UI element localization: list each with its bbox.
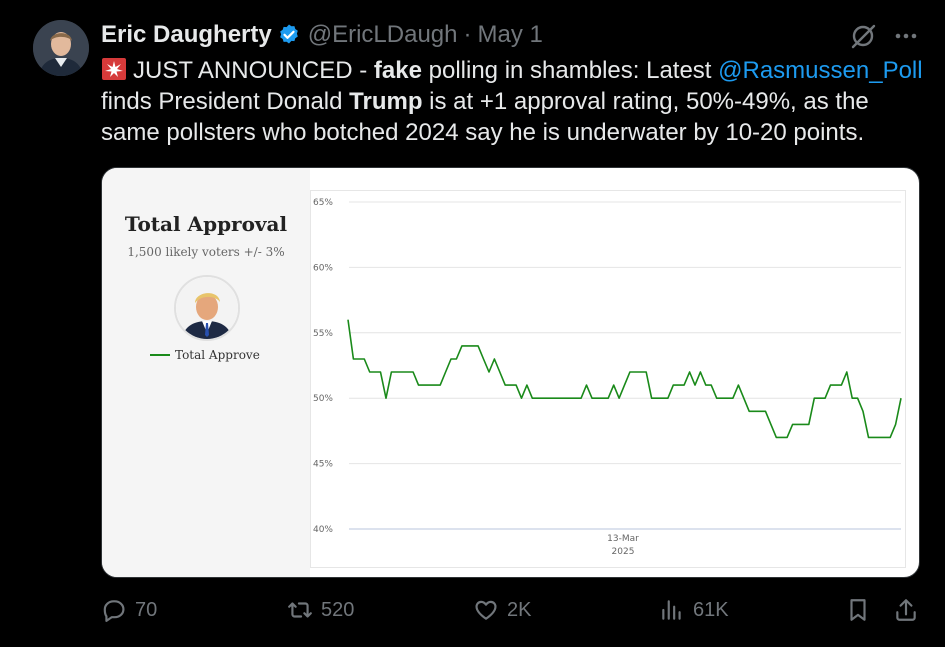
y-tick-label: 45% — [313, 460, 333, 470]
share-icon — [896, 599, 916, 621]
author-name[interactable]: Eric Daugherty — [101, 21, 272, 48]
avatar[interactable] — [33, 20, 89, 76]
reply-count: 70 — [135, 598, 158, 621]
chart-subtitle: 1,500 likely voters +/- 3% — [127, 245, 285, 259]
text-mid2: finds President Donald — [101, 88, 350, 115]
y-tick-label: 65% — [313, 198, 333, 208]
tweet-text: JUST ANNOUNCED - fake polling in shamble… — [101, 55, 926, 148]
reply-icon — [103, 600, 125, 622]
heart-icon — [475, 600, 497, 620]
analytics-icon — [662, 600, 681, 620]
text-bold-fake: fake — [373, 57, 422, 84]
candidate-portrait — [174, 275, 240, 341]
author-handle[interactable]: @EricLDaugh — [307, 21, 458, 48]
text-bold-trump: Trump — [349, 88, 423, 115]
separator-dot: · — [463, 21, 472, 48]
tweet-header: Eric Daugherty @EricLDaugh · May 1 — [101, 20, 543, 50]
like-button[interactable]: 2K — [473, 597, 531, 623]
action-bar: 70 520 2K 61K — [101, 597, 923, 629]
legend-label: Total Approve — [175, 348, 260, 362]
chart-legend: Total Approve — [150, 348, 260, 362]
like-count: 2K — [507, 598, 532, 621]
mention-link[interactable]: @Rasmussen_Poll — [718, 57, 923, 84]
series-line-total-approve — [347, 319, 902, 439]
y-tick-label: 55% — [313, 329, 333, 339]
more-icon[interactable] — [892, 24, 920, 48]
text-outro: is at +1 approval rating, 50%-49%, as th… — [101, 88, 869, 146]
repost-icon — [288, 602, 312, 618]
y-tick-label: 40% — [313, 525, 333, 535]
media-card[interactable]: Total Approval 1,500 likely voters +/- 3… — [101, 167, 920, 578]
reply-button[interactable]: 70 — [101, 597, 157, 623]
chart-title: Total Approval — [124, 212, 288, 236]
y-tick-label: 60% — [313, 263, 333, 273]
repost-count: 520 — [321, 598, 355, 621]
approval-chart: 65% 60% 55% 50% 45% 40% 13-Mar 2025 — [313, 198, 902, 557]
plot-area: 65% 60% 55% 50% 45% 40% 13-Mar 2025 — [310, 190, 906, 568]
view-count: 61K — [693, 598, 729, 621]
legend-swatch — [150, 354, 170, 356]
bookmark-button[interactable] — [845, 597, 879, 623]
x-tick-label: 13-Mar — [607, 534, 639, 544]
bookmark-icon — [850, 599, 866, 621]
text-mid1: polling in shambles: Latest — [421, 57, 719, 84]
x-tick-sublabel: 2025 — [612, 547, 635, 557]
grok-icon[interactable] — [849, 22, 877, 50]
text-intro: JUST ANNOUNCED - — [133, 57, 374, 84]
share-button[interactable] — [893, 597, 927, 623]
tweet-date[interactable]: May 1 — [477, 21, 543, 48]
chart-sidebar: Total Approval 1,500 likely voters +/- 3… — [102, 168, 310, 577]
y-tick-label: 50% — [313, 394, 333, 404]
repost-button[interactable]: 520 — [287, 597, 354, 623]
police-light-icon — [102, 58, 126, 80]
views-button[interactable]: 61K — [659, 597, 729, 623]
verified-badge-icon — [279, 24, 298, 44]
